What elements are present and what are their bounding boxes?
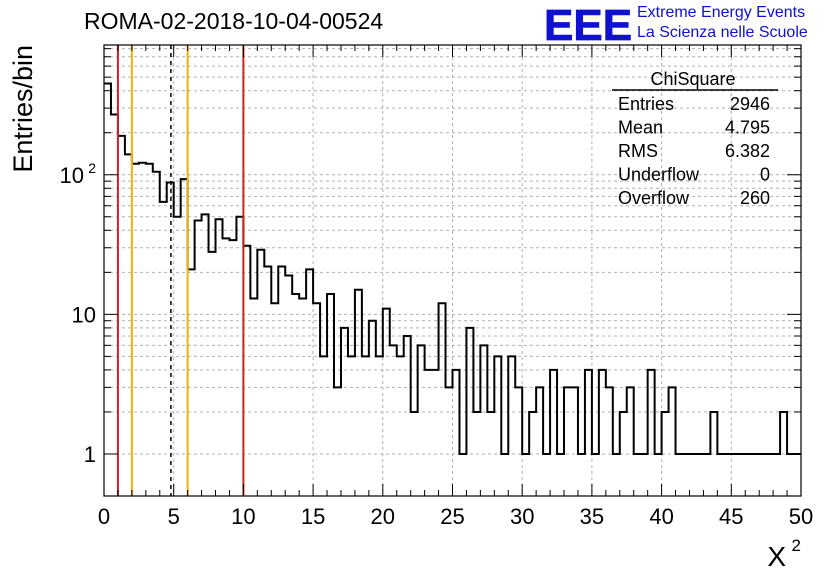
chart-title: ROMA-02-2018-10-04-00524 [84,8,384,34]
x-tick-label: 35 [580,504,604,529]
y-tick-label: 10 [72,302,96,327]
logo-letters: EEE [544,2,632,44]
histogram-series [104,82,801,455]
y-tick-label: 10 [60,163,84,188]
x-tick-label: 45 [719,504,743,529]
stats-row-value: 2946 [730,94,770,114]
y-tick-label: 1 [84,442,96,467]
x-tick-label: 15 [301,504,325,529]
y-axis-label: Entries/bin [8,45,38,173]
x-tick-label: 10 [231,504,255,529]
stats-box-title: ChiSquare [650,69,735,89]
y-tick-label-exponent: 2 [88,160,96,176]
x-axis-label: X [767,541,786,572]
x-tick-label: 20 [371,504,395,529]
stats-row-value: 6.382 [725,141,770,161]
x-tick-label: 50 [789,504,813,529]
stats-row-label: RMS [618,141,658,161]
x-tick-label: 0 [98,504,110,529]
stats-row-label: Overflow [618,188,690,208]
logo-line-2: La Scienza nelle Scuole [637,24,808,41]
x-tick-label: 30 [510,504,534,529]
stats-row-label: Entries [618,94,674,114]
logo-line-1: Extreme Energy Events [637,4,806,21]
x-axis-label-superscript: 2 [792,536,801,555]
stats-row-value: 0 [760,165,770,185]
x-tick-label: 25 [440,504,464,529]
x-tick-label: 40 [649,504,673,529]
stats-row-label: Underflow [618,165,700,185]
x-tick-label: 5 [168,504,180,529]
stats-row-label: Mean [618,118,663,138]
stats-row-value: 4.795 [725,118,770,138]
stats-row-value: 260 [740,188,770,208]
eee-logo-icon: EEE [544,2,633,44]
